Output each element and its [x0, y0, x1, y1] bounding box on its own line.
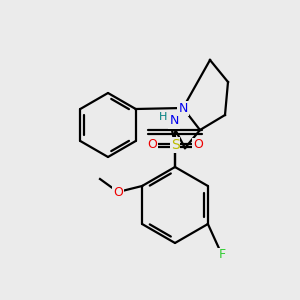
Text: N: N — [169, 115, 179, 128]
Text: F: F — [218, 248, 226, 262]
Text: S: S — [171, 138, 179, 152]
Text: O: O — [147, 139, 157, 152]
Text: N: N — [178, 101, 188, 115]
Text: O: O — [113, 185, 123, 199]
Text: O: O — [193, 139, 203, 152]
Text: H: H — [159, 112, 167, 122]
